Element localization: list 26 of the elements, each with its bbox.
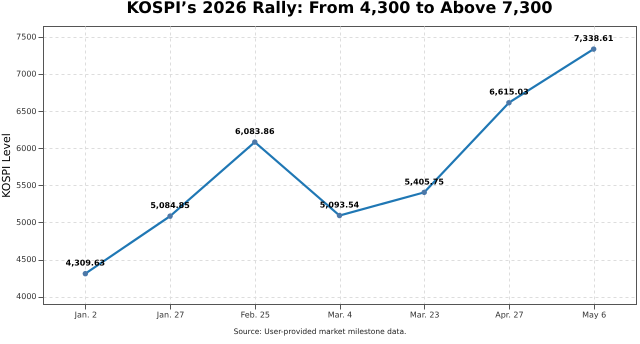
point — [506, 100, 512, 106]
y-tick-label: 5500 — [16, 180, 36, 190]
point — [421, 190, 427, 196]
y-tick-label: 4000 — [16, 292, 36, 302]
y-tick-label: 6500 — [16, 106, 36, 116]
point — [167, 213, 173, 219]
y-tick-label: 6000 — [16, 144, 36, 153]
y-tick-label: 7500 — [16, 32, 36, 42]
y-axis-title: KOSPI Level — [0, 133, 14, 198]
y-tick-label: 5000 — [16, 218, 36, 227]
data-label: 6,083.86 — [235, 127, 275, 136]
y-tick-label: 4500 — [16, 255, 36, 264]
x-tick-label: Mar. 4 — [328, 310, 352, 320]
x-tick-label: May 6 — [582, 310, 606, 320]
point — [82, 270, 88, 276]
x-tick-label: Jan. 27 — [156, 310, 184, 320]
x-tick-label: Apr. 27 — [495, 310, 524, 320]
x-tick-label: Jan. 2 — [74, 310, 98, 320]
chart-title: KOSPI’s 2026 Rally: From 4,300 to Above 7,300 — [126, 0, 552, 17]
x-tick-label: Mar. 23 — [410, 310, 440, 320]
point — [252, 139, 258, 145]
point — [590, 46, 596, 52]
point — [336, 212, 342, 218]
y-tick-label: 7000 — [16, 70, 36, 79]
x-tick-label: Feb. 25 — [240, 310, 270, 320]
data-label: 7,338.61 — [574, 34, 614, 44]
